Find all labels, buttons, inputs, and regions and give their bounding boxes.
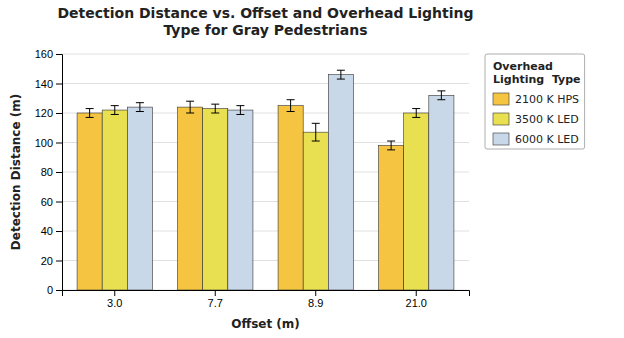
bar	[303, 132, 328, 290]
tick: 80	[41, 166, 62, 178]
series	[102, 104, 429, 290]
legend-title-line: Overhead	[493, 60, 553, 73]
grid-line	[62, 54, 469, 55]
legend-label: 2100 K HPS	[515, 93, 579, 106]
error-bar	[337, 70, 345, 79]
tick-mark	[114, 290, 115, 296]
bar	[178, 107, 203, 290]
bar	[203, 109, 228, 290]
error-bar	[86, 109, 94, 118]
error-bar	[211, 104, 219, 113]
tick: 40	[41, 225, 62, 237]
bar	[278, 106, 303, 290]
legend: OverheadLighting Type 2100 K HPS 3500 K LE…	[485, 54, 585, 149]
y-axis-title: Detection Distance (m)	[9, 94, 23, 250]
axis-line	[63, 291, 470, 297]
tick-label: 20	[41, 255, 53, 267]
legend-swatch	[493, 93, 509, 105]
plot-area: 0 20 40 60 80 100 120 140 160 3.0 7.7 8.9 21.0	[35, 48, 470, 309]
series	[77, 100, 404, 290]
tick: 20	[41, 255, 62, 267]
y-axis: 0 20 40 60 80 100 120 140 160	[35, 48, 63, 296]
bar	[328, 75, 353, 290]
tick-label: 80	[41, 166, 53, 178]
series	[127, 70, 454, 290]
legend-frame	[485, 54, 585, 149]
error-bar	[236, 106, 244, 115]
bar	[127, 107, 152, 290]
legend-item: 6000 K LED	[493, 133, 579, 146]
tick-mark	[56, 202, 62, 203]
grid-line	[62, 83, 469, 84]
tick: 0	[47, 284, 62, 296]
legend-title: OverheadLighting Type	[493, 60, 581, 86]
legend-swatch	[493, 113, 509, 125]
error-bar	[387, 141, 395, 150]
tick-label: 21.0	[406, 297, 427, 309]
grid	[62, 54, 469, 290]
tick-mark	[416, 290, 417, 296]
tick: 160	[35, 48, 62, 60]
chart-svg: Detection Distance vs. Offset and Overhe…	[0, 0, 624, 338]
bar	[228, 110, 253, 290]
tick-label: 140	[35, 78, 53, 90]
tick-mark	[56, 54, 62, 55]
tick-mark	[56, 290, 62, 291]
error-bar	[412, 109, 420, 118]
bar	[429, 95, 454, 290]
chart-title: Detection Distance vs. Offset and Overhe…	[57, 5, 473, 38]
tick: 120	[35, 107, 62, 119]
tick: 100	[35, 137, 62, 149]
tick-mark	[56, 143, 62, 144]
x-axis-title: Offset (m)	[231, 317, 300, 331]
tick: 3.0	[107, 290, 122, 309]
bar	[102, 110, 127, 290]
error-bar	[287, 100, 295, 112]
legend-label: 3500 K LED	[515, 113, 579, 126]
tick-mark	[56, 84, 62, 85]
tick: 140	[35, 78, 62, 90]
tick-mark	[56, 172, 62, 173]
tick: 21.0	[406, 290, 427, 309]
tick-mark	[215, 290, 216, 296]
legend-item: 3500 K LED	[493, 113, 579, 126]
axis-line	[56, 55, 63, 291]
legend-label: 6000 K LED	[515, 133, 579, 146]
tick-mark	[315, 290, 316, 296]
error-bar	[437, 91, 445, 100]
x-axis: 3.0 7.7 8.9 21.0	[63, 290, 470, 309]
tick-label: 8.9	[308, 297, 323, 309]
tick-label: 0	[47, 284, 53, 296]
tick-label: 3.0	[107, 297, 122, 309]
tick-label: 100	[35, 137, 53, 149]
chart-container: Detection Distance vs. Offset and Overhe…	[0, 0, 624, 338]
tick-label: 60	[41, 196, 53, 208]
error-bar	[136, 103, 144, 112]
tick: 8.9	[308, 290, 323, 309]
legend-swatch	[493, 133, 509, 145]
tick-mark	[56, 231, 62, 232]
title-line: Type for Gray Pedestrians	[163, 22, 367, 38]
marks	[77, 70, 454, 290]
error-bar	[111, 106, 119, 115]
bar	[404, 113, 429, 290]
tick-label: 160	[35, 48, 53, 60]
bar	[379, 145, 404, 290]
tick-label: 7.7	[208, 297, 223, 309]
tick-mark	[56, 113, 62, 114]
tick-label: 40	[41, 225, 53, 237]
tick-mark	[56, 261, 62, 262]
legend-title-line: Lighting Type	[493, 73, 581, 86]
bar	[77, 113, 102, 290]
legend-item: 2100 K HPS	[493, 93, 579, 106]
tick: 60	[41, 196, 62, 208]
tick-label: 120	[35, 107, 53, 119]
error-bar	[312, 123, 320, 141]
title-line: Detection Distance vs. Offset and Overhe…	[57, 5, 473, 21]
error-bar	[186, 101, 194, 113]
tick: 7.7	[208, 290, 223, 309]
